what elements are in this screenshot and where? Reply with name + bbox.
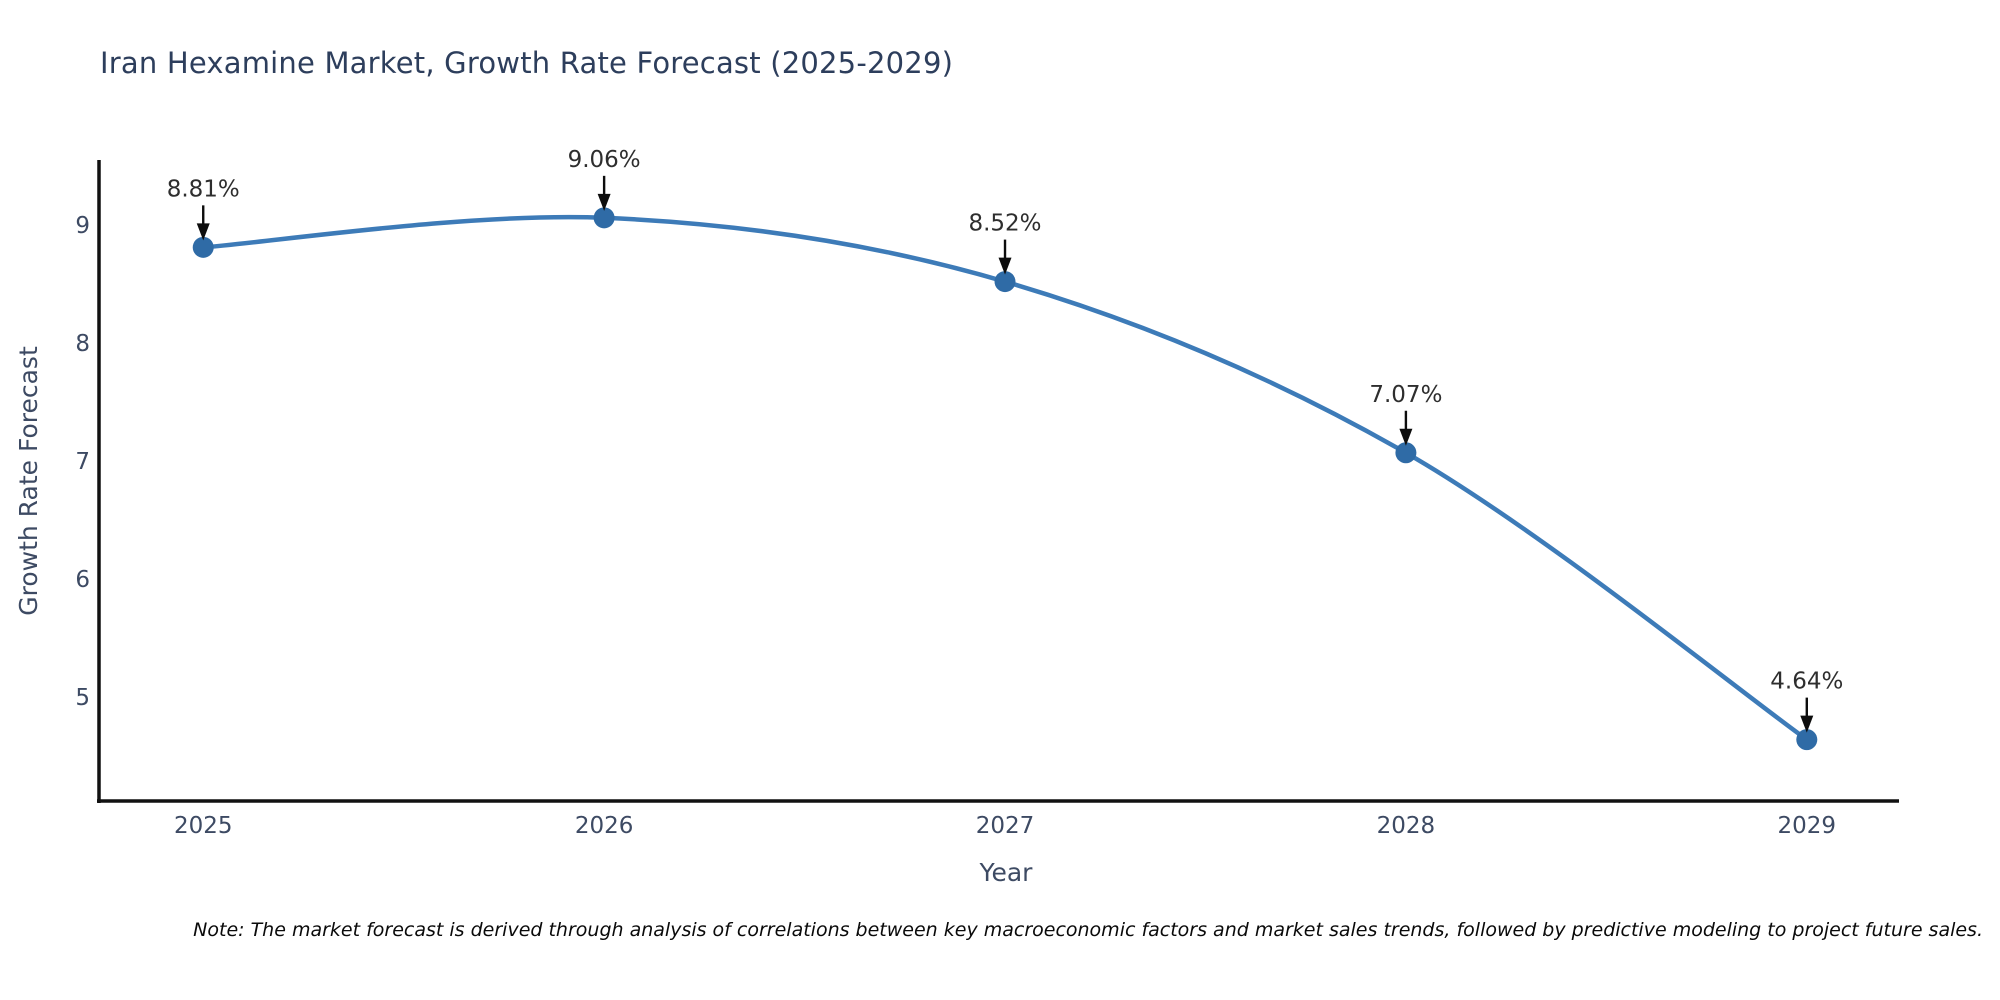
data-point xyxy=(192,236,214,258)
footnote: Note: The market forecast is derived thr… xyxy=(193,919,1983,941)
x-tick-label: 2026 xyxy=(575,813,634,839)
x-tick-label: 2028 xyxy=(1377,813,1436,839)
y-tick-label: 6 xyxy=(75,567,90,593)
y-tick-label: 8 xyxy=(75,331,90,357)
point-annotation: 9.06% xyxy=(568,147,641,173)
annotation-arrowhead xyxy=(1800,715,1814,733)
annotation-arrowhead xyxy=(1399,428,1413,446)
data-point xyxy=(994,271,1016,293)
annotation-arrowhead xyxy=(196,223,210,241)
data-line xyxy=(200,214,1810,742)
chart-title: Iran Hexamine Market, Growth Rate Foreca… xyxy=(100,46,954,80)
y-tick-label: 9 xyxy=(75,213,90,239)
data-point xyxy=(593,207,615,229)
data-point xyxy=(1395,442,1417,464)
x-axis-title: Year xyxy=(979,858,1033,887)
annotation-arrowhead xyxy=(998,257,1012,275)
annotation-arrowhead xyxy=(597,193,611,211)
point-annotation: 7.07% xyxy=(1369,382,1442,408)
x-tick-label: 2029 xyxy=(1778,813,1837,839)
y-axis-title: Growth Rate Forecast xyxy=(14,346,43,616)
y-tick-label: 7 xyxy=(75,449,90,475)
point-annotation: 8.52% xyxy=(968,211,1041,237)
data-point xyxy=(1796,729,1818,751)
x-tick-label: 2027 xyxy=(976,813,1035,839)
point-annotation: 4.64% xyxy=(1770,669,1843,695)
point-annotation: 8.81% xyxy=(167,176,240,202)
x-tick-label: 2025 xyxy=(174,813,233,839)
y-tick-label: 5 xyxy=(75,685,90,711)
